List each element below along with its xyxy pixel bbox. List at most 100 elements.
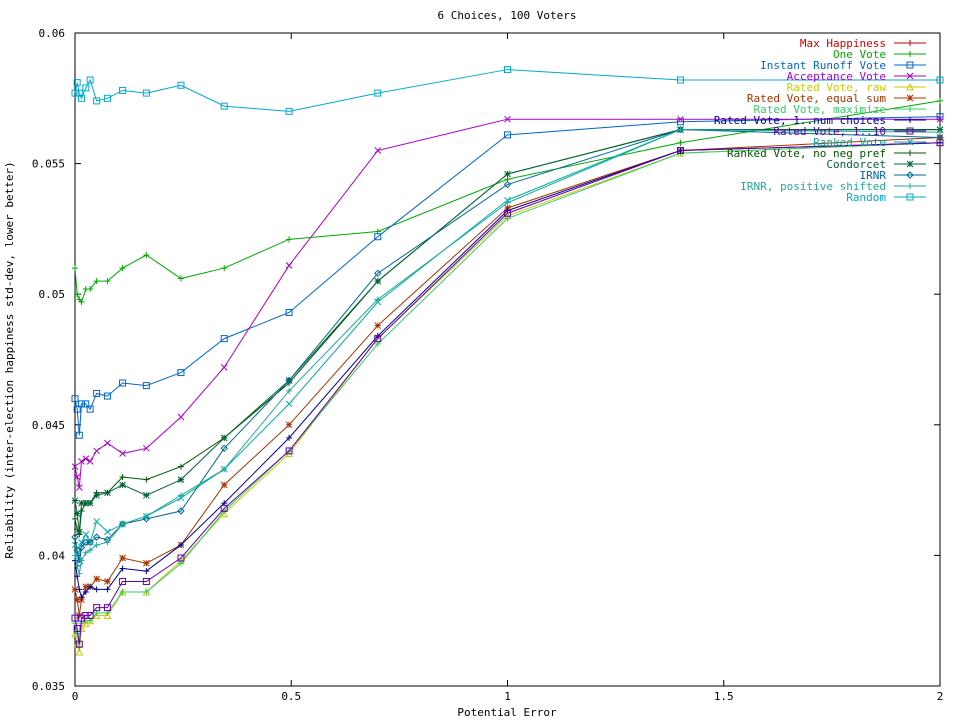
data-point — [142, 382, 150, 390]
data-point — [143, 444, 150, 452]
legend-marker — [906, 127, 914, 135]
legend-marker — [906, 94, 914, 102]
legend-label: Condorcet — [826, 158, 886, 171]
data-point — [119, 588, 126, 595]
series-1 — [72, 97, 943, 306]
data-point — [86, 458, 94, 465]
data-point — [177, 463, 184, 470]
legend-marker — [907, 150, 913, 156]
legend-marker — [906, 138, 914, 146]
data-point — [504, 170, 511, 178]
data-point — [220, 444, 228, 453]
data-point — [177, 554, 185, 562]
data-point — [143, 559, 150, 567]
data-point — [119, 554, 126, 562]
data-point — [78, 299, 85, 306]
series-3 — [71, 115, 944, 491]
x-axis-label: Potential Error — [457, 706, 557, 719]
data-point — [73, 79, 81, 87]
data-point — [82, 531, 90, 538]
data-point — [93, 604, 101, 612]
data-point — [78, 538, 85, 546]
y-tick-label: 0.06 — [39, 27, 66, 40]
chart-title: 6 Choices, 100 Voters — [437, 9, 576, 22]
x-tick-label: 1.5 — [714, 690, 734, 703]
data-point — [104, 539, 111, 546]
data-point — [87, 583, 94, 590]
data-point — [72, 265, 78, 272]
data-point — [82, 588, 89, 595]
data-point — [119, 450, 126, 457]
data-point — [93, 278, 100, 285]
data-point — [286, 236, 293, 243]
legend-label: Ranked Vote, no neg pref — [727, 147, 886, 160]
data-point — [220, 509, 229, 518]
data-point — [71, 533, 79, 541]
data-point — [75, 484, 83, 491]
data-point — [87, 285, 94, 292]
data-point — [71, 497, 79, 504]
legend-label: Rated Vote, equal sum — [747, 92, 886, 105]
data-point — [677, 147, 684, 155]
data-point — [142, 515, 151, 523]
data-point — [104, 489, 111, 497]
data-point — [73, 510, 81, 517]
data-point — [103, 94, 111, 102]
data-point — [119, 474, 126, 481]
data-point — [937, 97, 943, 104]
series-line — [74, 116, 941, 436]
data-point — [177, 413, 185, 421]
data-point — [72, 552, 78, 559]
data-point — [82, 583, 90, 591]
data-point — [285, 107, 293, 115]
data-point — [73, 546, 81, 554]
data-point — [104, 586, 111, 593]
data-point — [119, 578, 127, 586]
data-point — [78, 458, 85, 465]
legend-label: Rated Vote, 1..10 — [773, 125, 886, 138]
data-point — [93, 491, 100, 499]
data-point — [71, 89, 79, 97]
data-point — [103, 392, 111, 400]
data-point — [504, 199, 511, 206]
data-point — [220, 102, 228, 110]
legend-marker — [906, 61, 914, 69]
series-5 — [71, 134, 944, 619]
legend-label: Instant Runoff Vote — [760, 59, 886, 72]
data-point — [103, 611, 112, 619]
data-point — [119, 379, 127, 387]
data-point — [77, 94, 85, 102]
data-point — [74, 291, 81, 298]
data-point — [220, 504, 228, 512]
legend-marker — [906, 171, 914, 179]
legend-marker — [906, 160, 914, 168]
data-point — [177, 369, 185, 377]
legend-marker — [907, 51, 913, 57]
data-point — [220, 363, 228, 371]
legend-label: Rated Vote, maximize — [754, 103, 886, 116]
data-point — [142, 578, 150, 586]
data-point — [75, 528, 83, 536]
data-point — [220, 434, 228, 442]
data-point — [143, 568, 150, 575]
legend-label: Random — [846, 191, 886, 204]
data-point — [92, 611, 101, 619]
data-point — [677, 76, 684, 84]
data-point — [73, 596, 81, 604]
data-point — [374, 335, 382, 343]
data-point — [936, 76, 944, 84]
x-tick-label: 2 — [937, 690, 944, 703]
data-point — [77, 400, 85, 408]
data-point — [220, 335, 228, 343]
data-point — [374, 269, 382, 278]
data-point — [119, 481, 126, 489]
data-point — [82, 400, 90, 408]
data-point — [93, 541, 100, 548]
data-point — [285, 421, 293, 429]
x-axis: 0 0.5 1 1.5 2 — [72, 33, 944, 703]
data-point — [119, 521, 126, 528]
data-point — [75, 647, 84, 656]
data-point — [86, 499, 94, 507]
